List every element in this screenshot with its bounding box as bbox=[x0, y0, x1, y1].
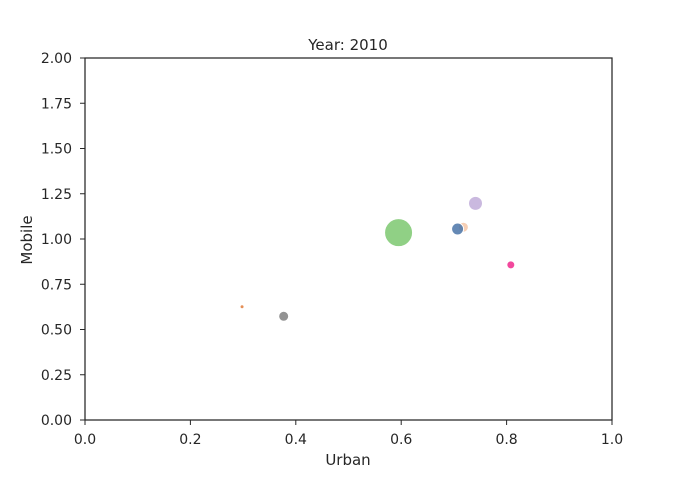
data-point bbox=[468, 195, 484, 211]
y-tick-label: 1.25 bbox=[41, 187, 72, 203]
data-point bbox=[384, 218, 414, 248]
y-tick-label: 0.25 bbox=[41, 368, 72, 384]
chart-title: Year: 2010 bbox=[307, 36, 388, 54]
data-point bbox=[239, 304, 245, 310]
x-tick-label: 0.2 bbox=[179, 432, 201, 448]
data-point bbox=[506, 260, 516, 270]
x-tick-label: 1.0 bbox=[601, 432, 623, 448]
y-tick-label: 0.00 bbox=[41, 413, 72, 429]
y-tick-label: 1.75 bbox=[41, 96, 72, 112]
y-tick-label: 1.50 bbox=[41, 142, 72, 158]
x-tick-label: 0.4 bbox=[285, 432, 307, 448]
y-tick-label: 2.00 bbox=[41, 51, 72, 67]
plot-frame bbox=[84, 57, 613, 421]
y-tick-label: 0.75 bbox=[41, 277, 72, 293]
y-axis: 0.00 0.25 0.50 0.75 1.00 1.25 1.50 1.75 2.00 bbox=[41, 51, 85, 429]
x-tick-label: 0.8 bbox=[495, 432, 517, 448]
data-point bbox=[451, 222, 465, 236]
y-tick-label: 0.50 bbox=[41, 323, 72, 339]
data-point bbox=[278, 310, 290, 322]
y-tick-label: 1.00 bbox=[41, 232, 72, 248]
x-tick-label: 0.0 bbox=[74, 432, 96, 448]
y-axis-label: Mobile bbox=[18, 215, 36, 264]
x-axis: 0.0 0.2 0.4 0.6 0.8 1.0 bbox=[74, 420, 623, 448]
x-tick-label: 0.6 bbox=[390, 432, 412, 448]
x-axis-label: Urban bbox=[325, 451, 370, 469]
points-layer bbox=[239, 195, 516, 322]
